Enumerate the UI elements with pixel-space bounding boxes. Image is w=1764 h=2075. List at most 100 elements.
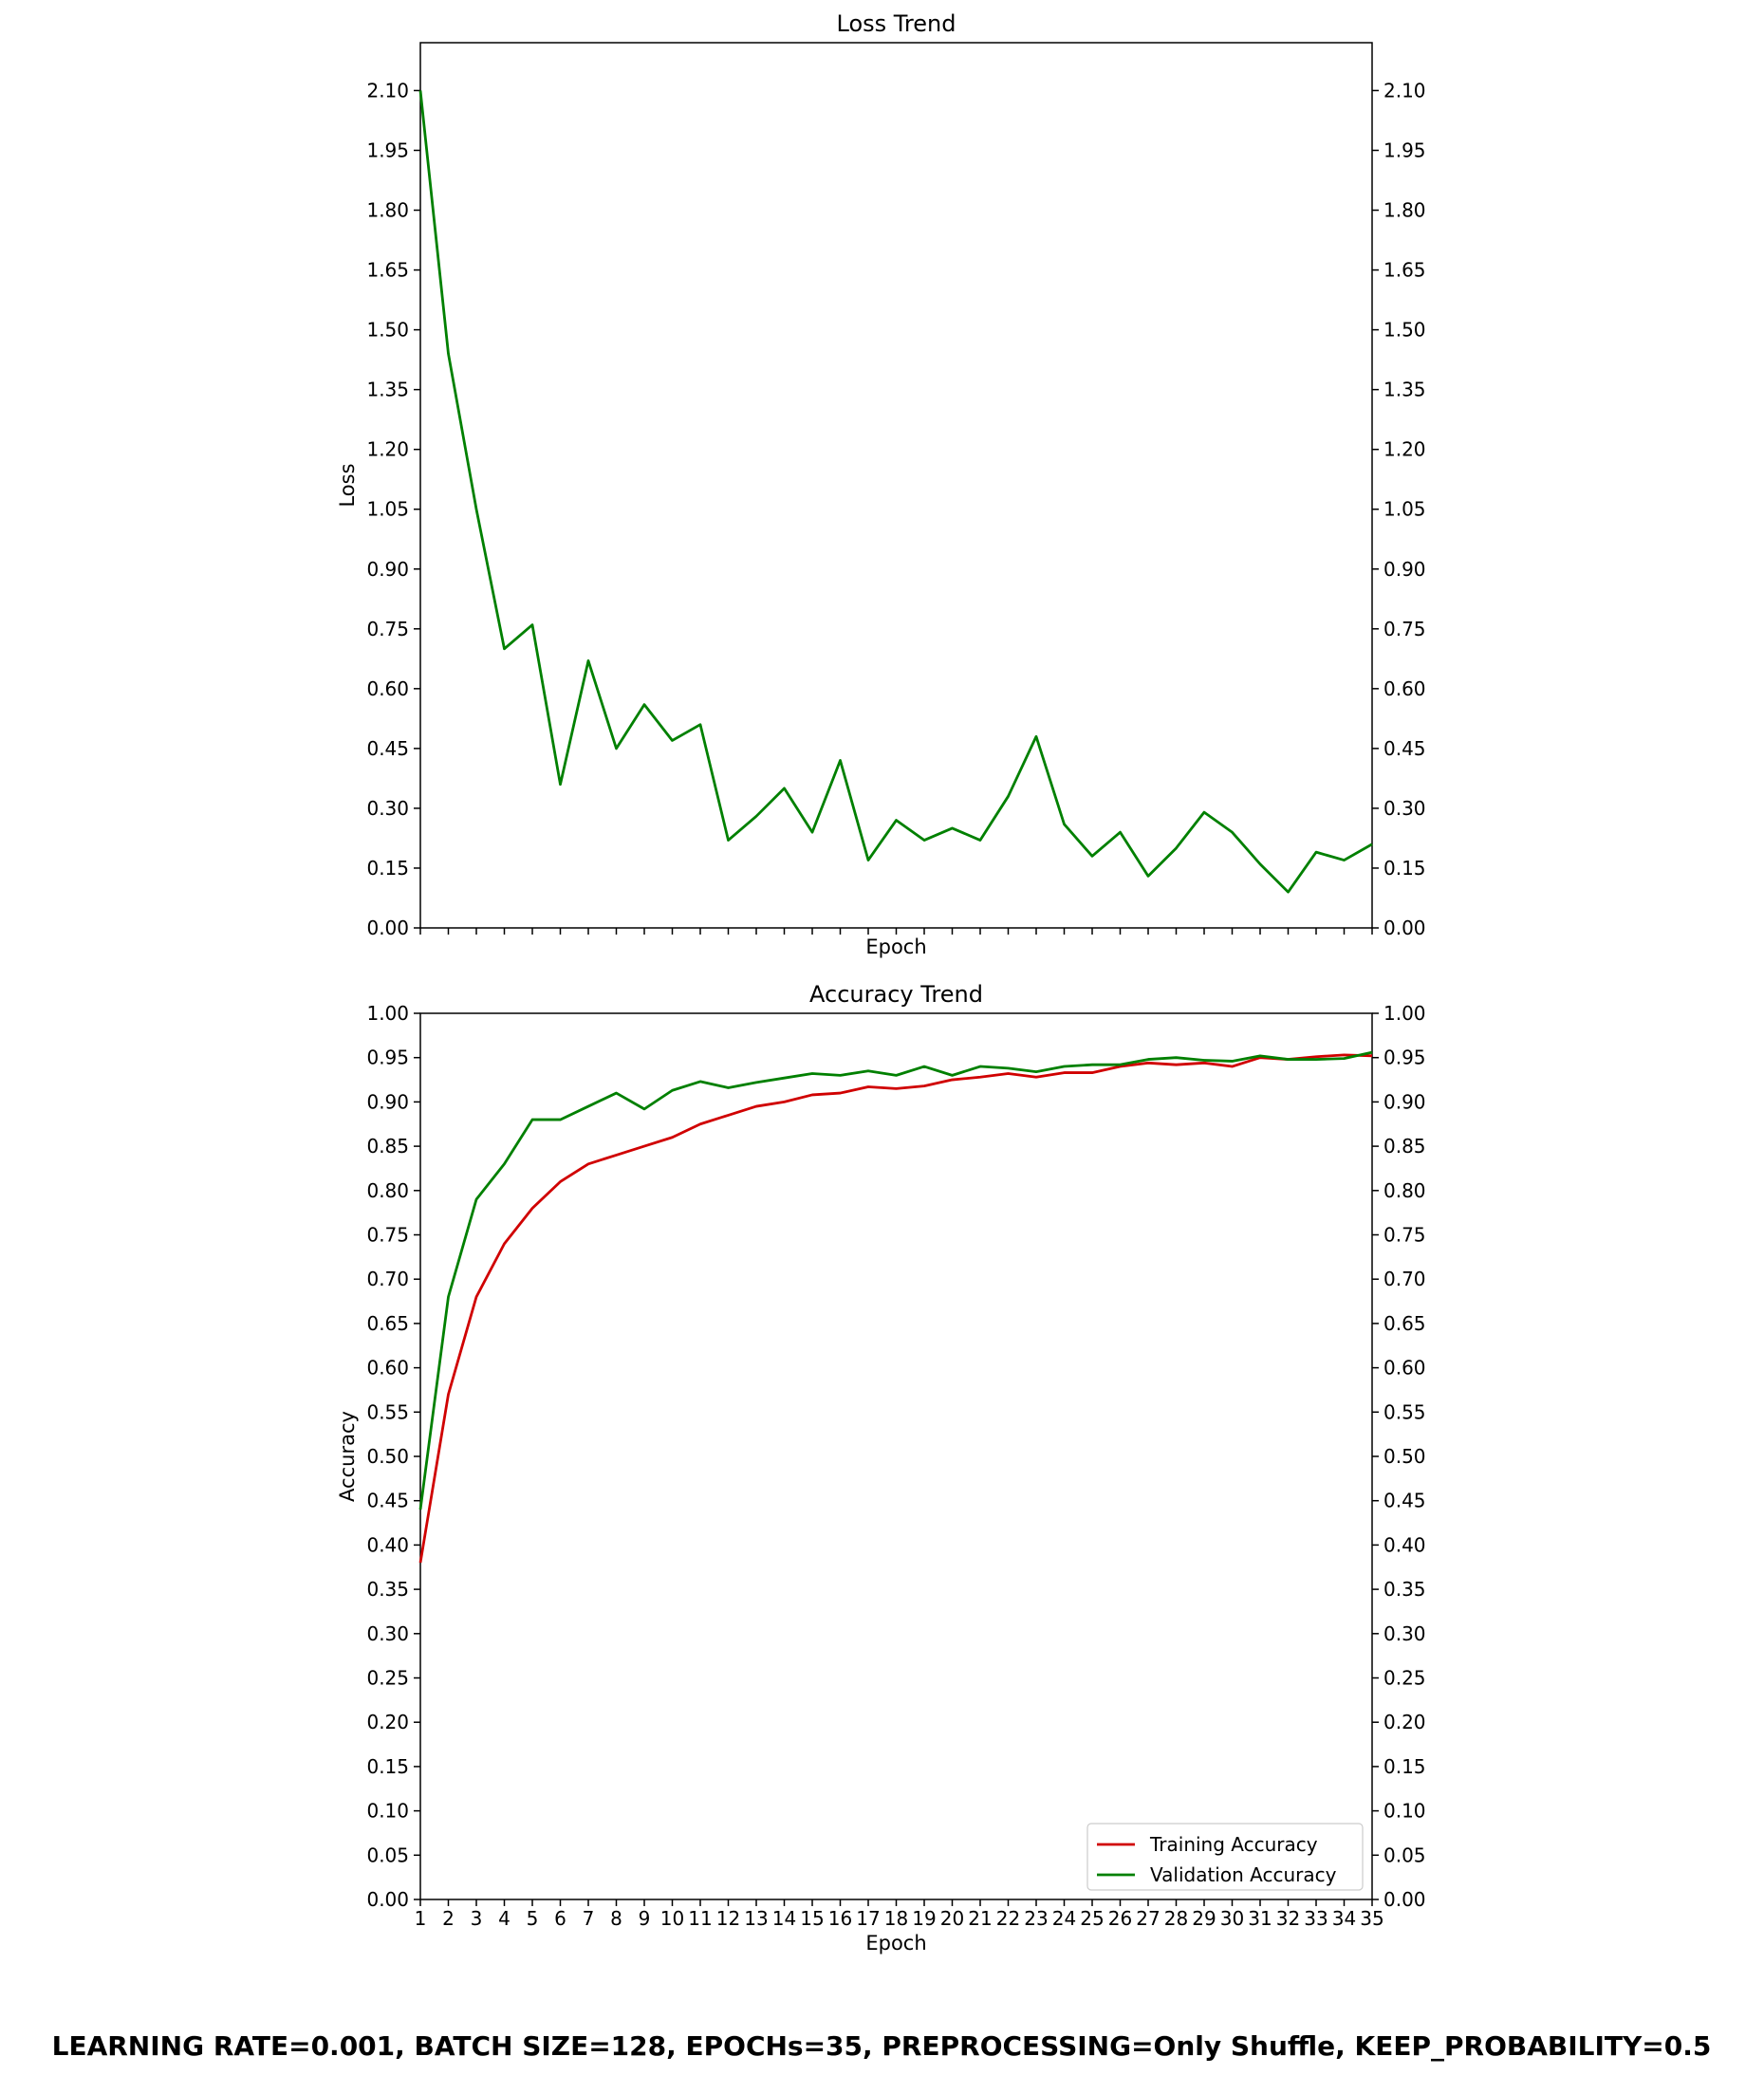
loss-y-tick-label-right: 0.90 <box>1383 558 1426 581</box>
loss-y-tick-label: 0.60 <box>366 677 409 700</box>
accuracy-y-tick-label: 0.60 <box>366 1357 409 1380</box>
accuracy-chart: Accuracy Trend 0.00 0.00 0.05 0.05 0.10 0.10 0.… <box>336 981 1426 1955</box>
accuracy-x-axis-title: Epoch <box>865 1932 926 1955</box>
loss-y-axis-title: Loss <box>336 463 359 507</box>
accuracy-y-tick-label-right: 0.20 <box>1383 1711 1426 1733</box>
accuracy-y-tick-label: 0.20 <box>366 1711 409 1733</box>
accuracy-x-tick-label: 22 <box>996 1907 1020 1930</box>
accuracy-x-tick-label: 4 <box>498 1907 511 1930</box>
accuracy-x-tick-label: 13 <box>744 1907 768 1930</box>
accuracy-y-tick-label-right: 0.80 <box>1383 1179 1426 1202</box>
accuracy-y-tick-label: 0.85 <box>366 1135 409 1158</box>
loss-y-tick-label: 1.05 <box>366 498 409 521</box>
accuracy-x-tick-label: 18 <box>884 1907 908 1930</box>
accuracy-x-tick-label: 34 <box>1332 1907 1356 1930</box>
accuracy-y-tick-label: 0.75 <box>366 1224 409 1247</box>
accuracy-y-tick-label-right: 0.50 <box>1383 1445 1426 1468</box>
loss-y-tick-label-right: 1.05 <box>1383 498 1426 521</box>
accuracy-y-tick-label: 0.30 <box>366 1622 409 1645</box>
loss-y-tick-label: 0.45 <box>366 737 409 760</box>
accuracy-y-tick-label: 0.50 <box>366 1445 409 1468</box>
accuracy-y-tick-label-right: 0.30 <box>1383 1622 1426 1645</box>
loss-y-tick-label: 0.15 <box>366 857 409 880</box>
accuracy-y-tick-label: 0.35 <box>366 1578 409 1601</box>
loss-title: Loss Trend <box>837 10 956 37</box>
loss-y-tick-label-right: 1.50 <box>1383 319 1426 342</box>
accuracy-y-tick-label: 0.70 <box>366 1268 409 1290</box>
accuracy-y-tick-label-right: 0.35 <box>1383 1578 1426 1601</box>
loss-y-tick-label-right: 1.65 <box>1383 259 1426 282</box>
accuracy-x-tick-label: 14 <box>772 1907 796 1930</box>
loss-y-tick-label: 1.65 <box>366 259 409 282</box>
accuracy-legend-label: Validation Accuracy <box>1150 1863 1337 1886</box>
accuracy-y-tick-label: 0.65 <box>366 1312 409 1335</box>
accuracy-x-tick-label: 7 <box>583 1907 595 1930</box>
loss-y-tick-label: 1.95 <box>366 139 409 161</box>
accuracy-y-tick-label-right: 1.00 <box>1383 1002 1426 1025</box>
accuracy-y-tick-label: 0.15 <box>366 1755 409 1778</box>
accuracy-x-tick-label: 23 <box>1024 1907 1048 1930</box>
accuracy-x-tick-label: 29 <box>1192 1907 1216 1930</box>
loss-y-tick-label: 1.35 <box>366 379 409 401</box>
accuracy-y-tick-label-right: 0.40 <box>1383 1533 1426 1556</box>
accuracy-y-tick-label: 1.00 <box>366 1002 409 1025</box>
accuracy-y-tick-label-right: 0.55 <box>1383 1400 1426 1423</box>
accuracy-y-tick-label-right: 0.95 <box>1383 1047 1426 1069</box>
loss-x-axis-title: Epoch <box>865 936 926 958</box>
accuracy-y-tick-label-right: 0.85 <box>1383 1135 1426 1158</box>
accuracy-x-tick-label: 12 <box>716 1907 740 1930</box>
accuracy-x-tick-label: 5 <box>527 1907 539 1930</box>
accuracy-x-tick-label: 16 <box>828 1907 852 1930</box>
accuracy-y-tick-label: 0.40 <box>366 1533 409 1556</box>
accuracy-legend-label: Training Accuracy <box>1149 1833 1318 1856</box>
accuracy-y-tick-label: 0.25 <box>366 1667 409 1690</box>
loss-series-1-line <box>418 90 1373 894</box>
accuracy-x-tick-label: 1 <box>415 1907 427 1930</box>
accuracy-y-tick-label-right: 0.45 <box>1383 1490 1426 1512</box>
accuracy-y-tick-label-right: 0.25 <box>1383 1667 1426 1690</box>
accuracy-x-tick-label: 10 <box>660 1907 684 1930</box>
accuracy-y-tick-label: 0.90 <box>366 1090 409 1113</box>
loss-y-tick-label-right: 0.75 <box>1383 618 1426 640</box>
loss-plot-frame <box>419 42 1373 929</box>
loss-y-tick-label-right: 0.15 <box>1383 857 1426 880</box>
accuracy-x-tick-label: 2 <box>442 1907 455 1930</box>
accuracy-y-tick-label: 0.05 <box>366 1843 409 1866</box>
accuracy-x-tick-label: 24 <box>1052 1907 1076 1930</box>
loss-y-tick-label: 1.80 <box>366 199 409 222</box>
accuracy-y-axis-title: Accuracy <box>336 1411 359 1502</box>
loss-chart: Loss Trend 0.00 0.00 0.15 0.15 0.30 0.30 0.45 0.… <box>336 10 1426 958</box>
accuracy-y-tick-label: 0.10 <box>366 1800 409 1823</box>
accuracy-y-tick-label-right: 0.00 <box>1383 1888 1426 1911</box>
accuracy-plot-frame <box>419 1012 1373 1900</box>
loss-y-tick-label: 2.10 <box>366 79 409 102</box>
loss-y-tick-label: 1.20 <box>366 438 409 461</box>
accuracy-y-tick-label-right: 0.65 <box>1383 1312 1426 1335</box>
accuracy-legend-box <box>1086 1823 1364 1891</box>
loss-y-tick-label: 0.90 <box>366 558 409 581</box>
accuracy-x-tick-label: 20 <box>940 1907 964 1930</box>
accuracy-y-tick-label: 0.55 <box>366 1400 409 1423</box>
accuracy-x-tick-label: 17 <box>856 1907 880 1930</box>
loss-y-tick-label-right: 2.10 <box>1383 79 1426 102</box>
accuracy-y-tick-label-right: 0.05 <box>1383 1843 1426 1866</box>
accuracy-y-tick-label: 0.00 <box>366 1888 409 1911</box>
loss-y-tick-label: 1.50 <box>366 319 409 342</box>
accuracy-x-tick-label: 31 <box>1248 1907 1272 1930</box>
accuracy-x-tick-label: 11 <box>688 1907 712 1930</box>
loss-y-tick-label: 0.30 <box>366 797 409 820</box>
accuracy-validation-accuracy-line <box>418 1050 1373 1510</box>
accuracy-y-tick-label: 0.45 <box>366 1490 409 1512</box>
loss-y-tick-label-right: 1.95 <box>1383 139 1426 161</box>
loss-y-tick-label-right: 1.20 <box>1383 438 1426 461</box>
loss-y-tick-label-right: 1.35 <box>1383 379 1426 401</box>
accuracy-training-accuracy-line <box>418 1053 1373 1564</box>
accuracy-y-tick-label: 0.95 <box>366 1047 409 1069</box>
loss-y-tick-label-right: 0.00 <box>1383 917 1426 939</box>
accuracy-x-tick-label: 3 <box>471 1907 483 1930</box>
accuracy-x-tick-label: 15 <box>800 1907 824 1930</box>
accuracy-x-tick-label: 33 <box>1304 1907 1328 1930</box>
accuracy-y-tick-label-right: 0.90 <box>1383 1090 1426 1113</box>
figure-footer: LEARNING RATE=0.001, BATCH SIZE=128, EPO… <box>52 2030 1712 2062</box>
accuracy-x-tick-label: 6 <box>554 1907 566 1930</box>
